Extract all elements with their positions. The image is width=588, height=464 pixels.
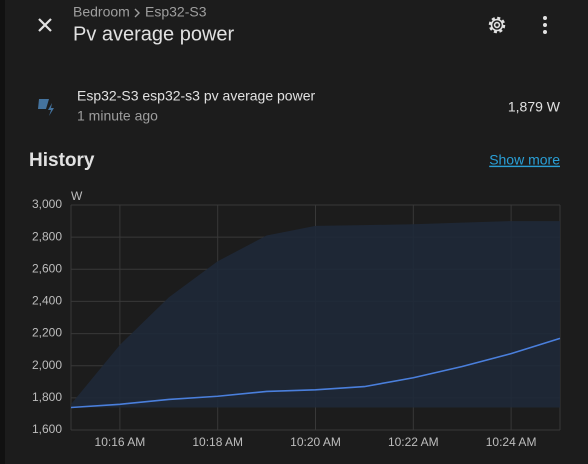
y-tick-label: 2,000 (32, 358, 62, 372)
y-tick-label: 2,800 (32, 229, 62, 243)
history-chart: 1,600 1,800 2,000 2,200 2,400 2,600 2,800 3,000… (32, 197, 561, 449)
entity-name: Esp32-S3 esp32-s3 pv average power (77, 88, 315, 104)
y-axis-unit: W (71, 189, 83, 203)
show-more-link[interactable]: Show more (489, 152, 560, 168)
close-button[interactable] (38, 18, 52, 32)
history-title: History (29, 150, 95, 171)
x-tick-label: 10:24 AM (486, 435, 537, 449)
entity-icon (38, 99, 54, 116)
y-tick-label: 3,000 (32, 197, 62, 211)
y-tick-label: 1,600 (32, 422, 62, 436)
x-tick-label: 10:16 AM (95, 435, 146, 449)
mean-line (70, 337, 561, 409)
x-tick-label: 10:22 AM (388, 435, 439, 449)
x-tick-label: 10:20 AM (290, 435, 341, 449)
min-max-band (71, 221, 560, 408)
y-tick-label: 2,400 (32, 294, 62, 308)
dialog-title: Pv average power (73, 23, 235, 45)
settings-button[interactable] (488, 16, 506, 34)
breadcrumb-separator (134, 8, 140, 18)
more-button[interactable] (543, 16, 547, 34)
y-tick-label: 2,600 (32, 261, 62, 275)
breadcrumb-area: Bedroom (73, 4, 130, 20)
y-tick-label: 1,800 (32, 390, 62, 404)
breadcrumb-device[interactable]: Esp32-S3 (145, 4, 207, 20)
x-tick-label: 10:18 AM (192, 435, 243, 449)
y-tick-label: 2,200 (32, 326, 62, 340)
entity-state: 1,879 W (508, 99, 561, 115)
entity-last-changed: 1 minute ago (77, 108, 158, 124)
